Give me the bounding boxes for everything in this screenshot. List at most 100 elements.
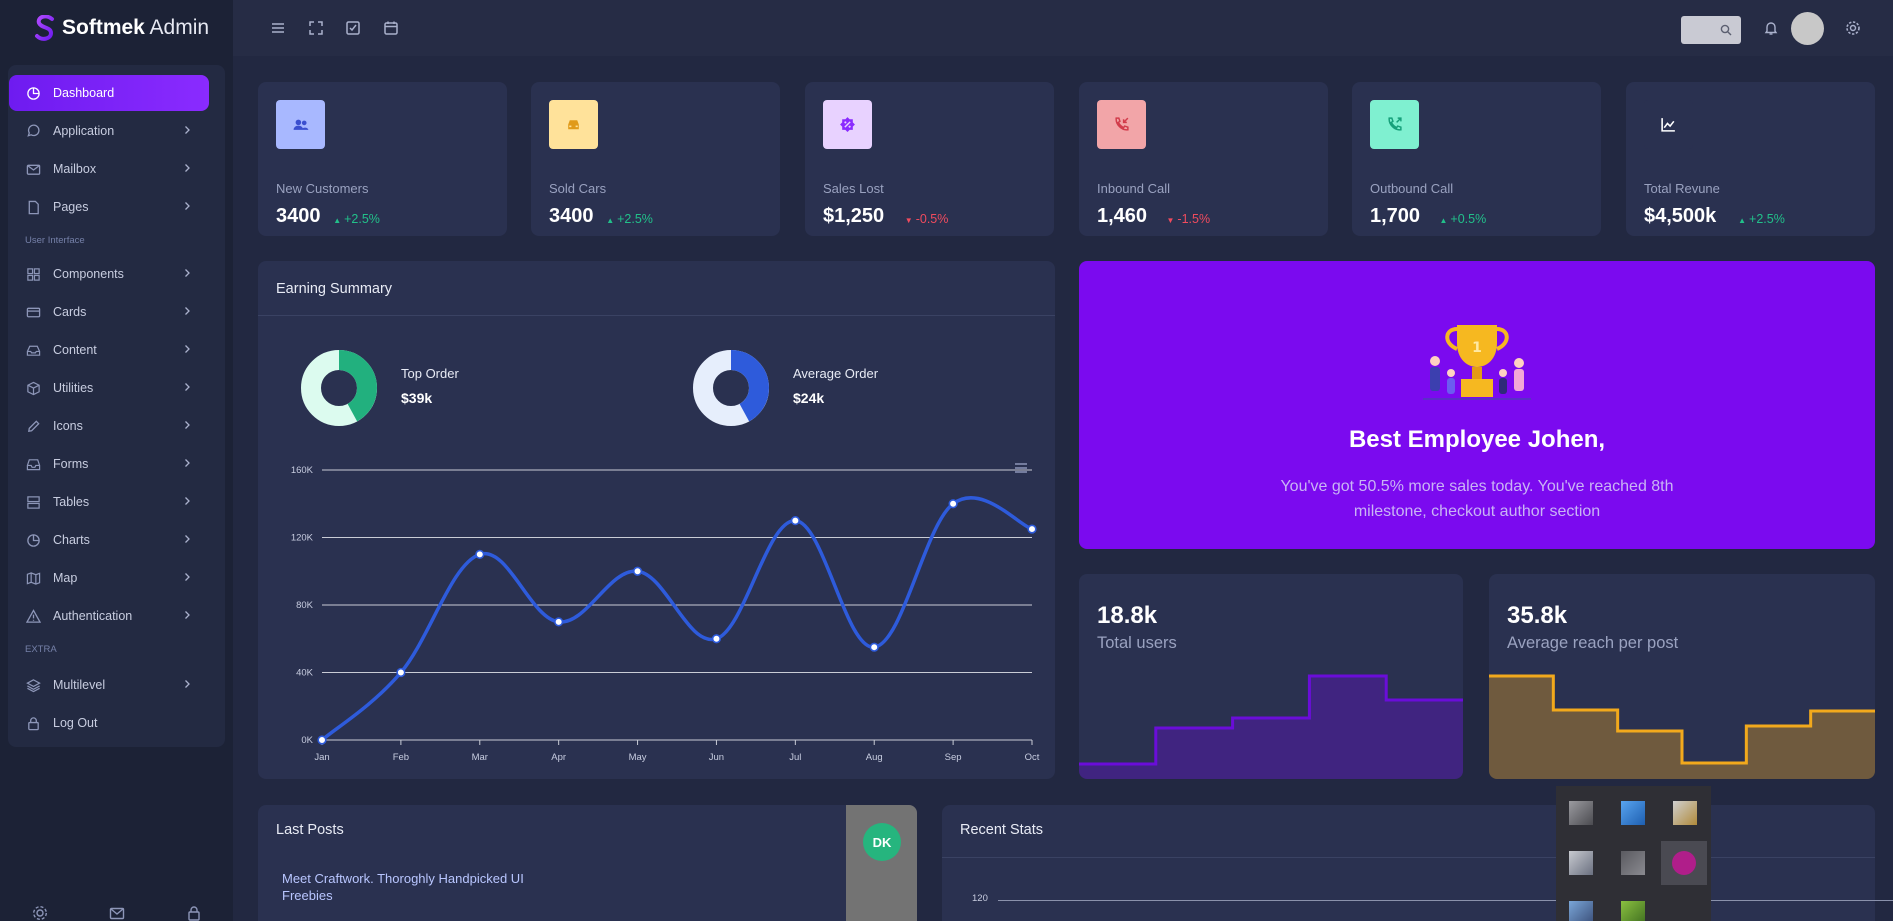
calendar-icon[interactable] [383,20,399,36]
users-icon [276,100,325,149]
author-avatar[interactable]: DK [863,823,901,861]
stat-card-inbound-call: Inbound Call 1,460 ▼ -1.5% [1079,82,1328,236]
sidebar-item-components[interactable]: Components [9,256,209,292]
sidebar-item-pages[interactable]: Pages [9,189,209,225]
data-point[interactable] [790,516,800,526]
gear-icon[interactable] [1845,20,1861,36]
arrow-down-icon: ▼ [904,216,913,225]
stat-label: Outbound Call [1370,181,1454,196]
sidebar-item-map[interactable]: Map [9,560,209,596]
stat-label: Inbound Call [1097,181,1170,196]
app-tile[interactable] [1569,901,1593,921]
app-tile[interactable] [1621,801,1645,825]
sidebar-item-forms[interactable]: Forms [9,446,209,482]
app-tile[interactable] [1569,801,1593,825]
data-point[interactable] [475,549,485,559]
data-point[interactable] [317,735,327,745]
app-grid-popup [1556,786,1711,921]
app-tile-selected[interactable] [1661,841,1707,885]
x-tick-label: Jul [789,752,801,763]
last-posts-title: Last Posts [276,822,344,838]
stat-card-new-customers: New Customers 3400 ▲ +2.5% [258,82,507,236]
recent-stats-tick: 120 [972,893,988,904]
y-tick-label: 160K [291,465,314,476]
data-point[interactable] [396,667,406,678]
sidebar-item-mailbox[interactable]: Mailbox [9,151,209,187]
fullscreen-icon[interactable] [308,20,324,36]
sidebar-item-authentication[interactable]: Authentication [9,598,209,634]
sidebar-item-label: Authentication [53,609,133,623]
stat-card-sales-lost: Sales Lost $1,250 ▼ -0.5% [805,82,1054,236]
step-line [1079,674,1463,766]
sidebar-item-tables[interactable]: Tables [9,484,209,520]
data-point[interactable] [554,617,564,627]
brand[interactable]: Softmek Admin [34,14,209,42]
sidebar-item-label: Cards [53,305,87,319]
svg-text:1: 1 [1472,340,1482,356]
sidebar-item-content[interactable]: Content [9,332,209,368]
avatar[interactable] [1791,12,1824,45]
sidebar-item-label: Charts [53,533,90,547]
stat-change: ▲ +2.5% [606,212,653,226]
top-order-donut [301,350,377,426]
sidebar-item-charts[interactable]: Charts [9,522,209,558]
app-tile[interactable] [1569,851,1593,875]
server-icon [25,494,41,510]
post-link[interactable]: Meet Craftwork. Thoroghly Handpicked UI … [282,871,524,903]
arrow-down-icon: ▼ [1166,216,1175,225]
recent-stats-card: Recent Stats 120 [942,805,1893,921]
average-order-value: $24k [793,390,825,406]
stat-label: Sales Lost [823,181,884,196]
top-order-value: $39k [401,390,433,406]
sidebar-item-dashboard[interactable]: Dashboard [9,75,209,111]
earning-line-chart: 0K 40K 80K 120K 160K Jan Feb Mar Apr May Jun Jul Aug… [291,465,1040,763]
sidebar-item-application[interactable]: Application [9,113,209,149]
app-tile[interactable] [1673,801,1697,825]
chevron-right-icon [185,680,190,688]
search-icon [1720,24,1732,36]
best-employee-card: 1 Best Employee Johen, You've got 50.5% … [1079,261,1875,549]
data-point[interactable] [711,634,722,644]
y-tick-label: 120K [291,533,314,544]
top-order-label: Top Order [401,366,459,381]
warning-icon [25,608,41,624]
sidebar-item-label: Tables [53,495,90,509]
sidebar-item-multilevel[interactable]: Multilevel [9,667,209,703]
search-input[interactable] [1681,16,1741,44]
app-tile[interactable] [1621,901,1645,921]
sidebar-item-log-out[interactable]: Log Out [9,705,209,741]
chevron-right-icon [185,497,190,505]
sidebar-item-cards[interactable]: Cards [9,294,209,330]
sidebar-item-label: Log Out [53,716,98,730]
stat-change: ▲ +2.5% [333,212,380,226]
sidebar: Softmek Admin Dashboard Application Mailbo… [0,0,233,921]
settings-icon[interactable] [32,905,48,921]
line-chart-icon [1644,100,1693,149]
chart-menu-icon[interactable] [1014,462,1028,474]
sidebar-item-utilities[interactable]: Utilities [9,370,209,406]
data-point[interactable] [1027,524,1037,534]
stat-card-sold-cars: Sold Cars 3400 ▲ +2.5% [531,82,780,236]
menu-icon[interactable] [270,20,286,36]
chevron-right-icon [185,535,190,543]
section-label-extra: EXTRA [25,644,57,655]
sidebar-item-icons[interactable]: Icons [9,408,209,444]
average-reach-value: 35.8k [1507,602,1568,629]
trophy-illustration: 1 [1423,325,1531,400]
bell-icon[interactable] [1763,20,1779,36]
stat-card-total-revune: Total Revune $4,500k ▲ +2.5% [1626,82,1875,236]
app-tile[interactable] [1621,851,1645,875]
data-point[interactable] [948,499,958,509]
average-reach-step-chart [1489,674,1875,779]
logo-icon [35,15,54,41]
mail-footer-icon[interactable] [109,905,125,921]
stat-label: Sold Cars [549,181,607,196]
divider [258,315,1055,316]
sidebar-item-label: Icons [53,419,83,433]
stat-card-outbound-call: Outbound Call 1,700 ▲ +0.5% [1352,82,1601,236]
task-icon[interactable] [345,20,361,36]
lock-footer-icon[interactable] [186,905,202,921]
data-point[interactable] [869,642,879,652]
data-point[interactable] [632,566,643,576]
layers-icon [25,677,41,693]
